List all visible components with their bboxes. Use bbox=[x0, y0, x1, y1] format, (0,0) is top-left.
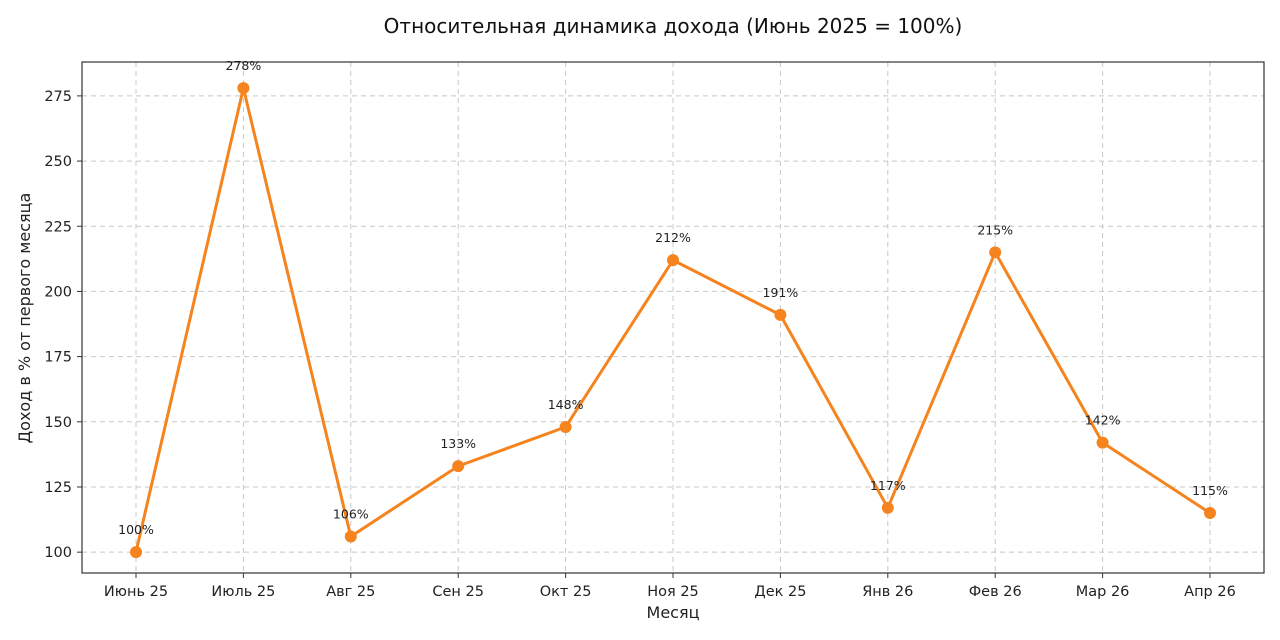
series-income bbox=[130, 82, 1216, 559]
x-tick-label: Янв 26 bbox=[862, 584, 913, 600]
data-label: 142% bbox=[1085, 413, 1121, 428]
data-point bbox=[667, 254, 679, 267]
series-line bbox=[134, 86, 1211, 553]
x-axis-ticks: Июнь 25 Июль 25 Авг 25 Сен 25 Окт 25 Ноя 25 Де… bbox=[104, 573, 1236, 600]
data-label: 191% bbox=[763, 285, 799, 300]
data-point bbox=[452, 460, 465, 473]
y-tick-label: 250 bbox=[44, 154, 72, 170]
x-tick-label: Окт 25 bbox=[540, 584, 592, 600]
x-tick-label: Июль 25 bbox=[211, 584, 275, 600]
y-axis-ticks: 100 125 150 175 200 225 250 275 bbox=[44, 89, 82, 561]
x-tick-label: Июнь 25 bbox=[104, 584, 168, 600]
y-axis-label: Доход в % от первого месяца bbox=[15, 193, 34, 444]
data-point bbox=[881, 501, 894, 514]
x-tick-label: Сен 25 bbox=[432, 584, 484, 600]
y-tick-label: 100 bbox=[44, 545, 72, 561]
x-tick-label: Фев 26 bbox=[969, 584, 1022, 600]
data-point bbox=[237, 82, 250, 95]
y-tick-label: 175 bbox=[44, 350, 72, 366]
y-tick-label: 150 bbox=[44, 415, 72, 431]
data-label: 100% bbox=[118, 522, 154, 537]
y-tick-label: 225 bbox=[44, 219, 72, 235]
y-tick-label: 275 bbox=[44, 89, 72, 105]
data-point bbox=[559, 421, 572, 433]
data-label: 215% bbox=[977, 222, 1013, 237]
data-point bbox=[774, 308, 787, 321]
chart-title: Относительная динамика дохода (Июнь 2025… bbox=[384, 14, 963, 38]
data-point bbox=[1204, 507, 1216, 520]
x-tick-label: Авг 25 bbox=[326, 584, 375, 600]
y-tick-label: 200 bbox=[44, 284, 72, 300]
data-label: 115% bbox=[1192, 483, 1228, 498]
data-label: 133% bbox=[440, 436, 476, 451]
data-point bbox=[1096, 436, 1109, 449]
grid bbox=[82, 62, 1264, 573]
data-label: 117% bbox=[870, 478, 906, 493]
data-label: 106% bbox=[333, 507, 369, 522]
x-tick-label: Апр 26 bbox=[1184, 584, 1236, 600]
x-axis-label: Месяц bbox=[647, 603, 700, 622]
data-label: 212% bbox=[655, 230, 691, 245]
data-label: 278% bbox=[226, 58, 262, 73]
data-point bbox=[344, 530, 357, 543]
y-tick-label: 125 bbox=[44, 480, 72, 496]
data-point bbox=[989, 246, 1002, 259]
x-tick-label: Ноя 25 bbox=[647, 584, 699, 600]
x-tick-label: Дек 25 bbox=[754, 584, 806, 600]
data-labels: 100% 278% 106% 133% 148% 212% 191% 117% 215% 142%… bbox=[118, 58, 1228, 537]
data-label: 148% bbox=[548, 397, 584, 412]
data-point bbox=[130, 546, 142, 559]
x-tick-label: Мар 26 bbox=[1076, 584, 1130, 600]
